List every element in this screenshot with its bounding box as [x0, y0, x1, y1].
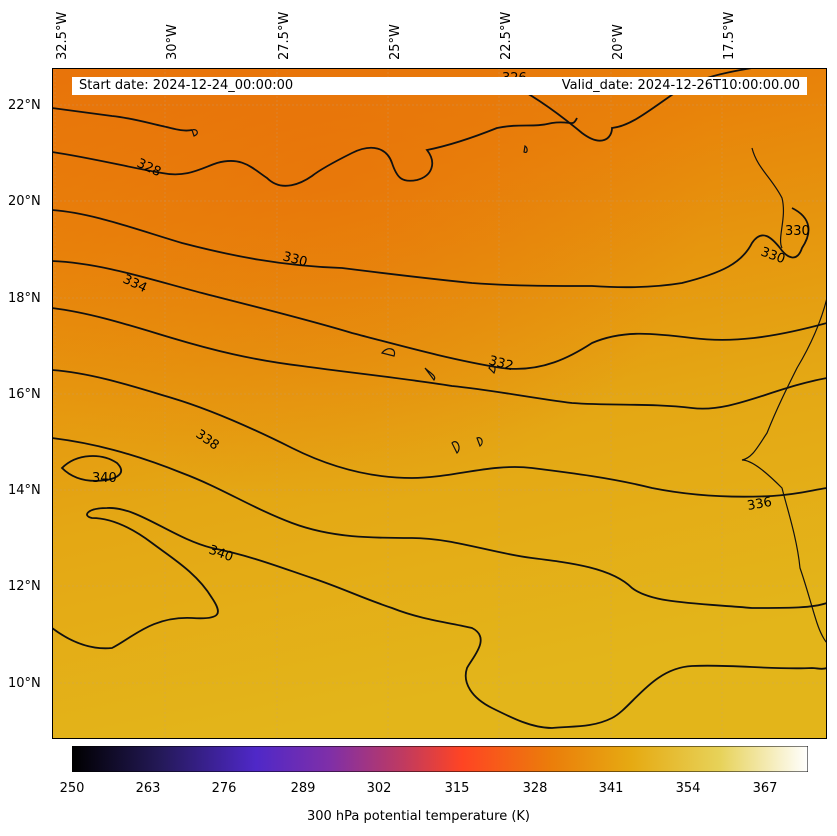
lon-label-22.5w: 22.5°W [499, 11, 514, 60]
colorbar-gradient [72, 746, 808, 772]
colorbar-tick-263: 263 [135, 781, 161, 796]
lat-label-16n: 16°N [8, 387, 41, 402]
contour-326 [52, 107, 193, 132]
lat-label-22n: 22°N [8, 98, 41, 113]
lat-label-18n: 18°N [8, 291, 41, 306]
contour-332 [52, 260, 827, 370]
islands-cape-verde-2 [424, 367, 436, 382]
contour-338 [52, 437, 827, 609]
field-warm-region [52, 68, 827, 739]
contour-label-336: 336 [746, 495, 773, 514]
contour-334 [52, 307, 827, 410]
colorbar-tick-289: 289 [290, 781, 316, 796]
islands-cape-verde-1 [380, 348, 396, 357]
contour-label-340-a: 340 [92, 471, 117, 486]
colorbar-tick-328: 328 [522, 781, 548, 796]
contour-lines [52, 68, 827, 729]
lon-label-30w: 30°W [165, 24, 180, 60]
contour-328 [52, 117, 578, 187]
contour-340-small [60, 455, 122, 482]
lon-label-17.5w: 17.5°W [722, 11, 737, 60]
lat-label-10n: 10°N [8, 676, 41, 691]
colorbar-tick-250: 250 [59, 781, 85, 796]
contour-label-330-a: 330 [281, 249, 309, 270]
date-info-bar: Start date: 2024-12-24_00:00:00 Valid_da… [72, 77, 807, 95]
colorbar-tick-341: 341 [598, 781, 624, 796]
colorbar [72, 746, 808, 772]
colorbar-tick-354: 354 [675, 781, 701, 796]
colorbar-tick-367: 367 [752, 781, 778, 796]
lat-label-14n: 14°N [8, 483, 41, 498]
coast-north [751, 147, 785, 249]
lon-label-25w: 25°W [388, 24, 403, 60]
colorbar-tick-302: 302 [366, 781, 392, 796]
map-frame [52, 68, 827, 739]
start-date-label: Start date: 2024-12-24_00:00:00 [79, 78, 294, 93]
lat-label-20n: 20°N [8, 194, 41, 209]
island-small-a [191, 129, 198, 137]
valid-date-label: Valid_date: 2024-12-26T10:00:00.00 [561, 78, 800, 93]
lat-label-12n: 12°N [8, 579, 41, 594]
lon-label-27.5w: 27.5°W [277, 11, 292, 60]
contour-label-330-b: 330 [785, 224, 810, 239]
lon-label-20w: 20°W [611, 24, 626, 60]
islands-cape-verde-3 [488, 364, 496, 375]
contour-330 [52, 207, 810, 289]
contour-label-332: 332 [487, 353, 515, 374]
lon-label-32.5w: 32.5°W [55, 11, 70, 60]
islands-cape-verde-4 [451, 441, 460, 455]
contour-336 [52, 369, 827, 498]
island-small-b [523, 144, 528, 153]
colorbar-label: 300 hPa potential temperature (K) [306, 809, 530, 824]
gridlines [52, 68, 827, 739]
colorbar-tick-315: 315 [444, 781, 470, 796]
coast-west-africa [741, 297, 827, 644]
potential-temperature-map: 326 328 330 330 330 332 334 336 338 340 … [52, 68, 827, 739]
colorbar-tick-276: 276 [211, 781, 237, 796]
coastlines [191, 129, 827, 644]
contour-340 [52, 507, 827, 729]
islands-cape-verde-5 [476, 437, 483, 447]
